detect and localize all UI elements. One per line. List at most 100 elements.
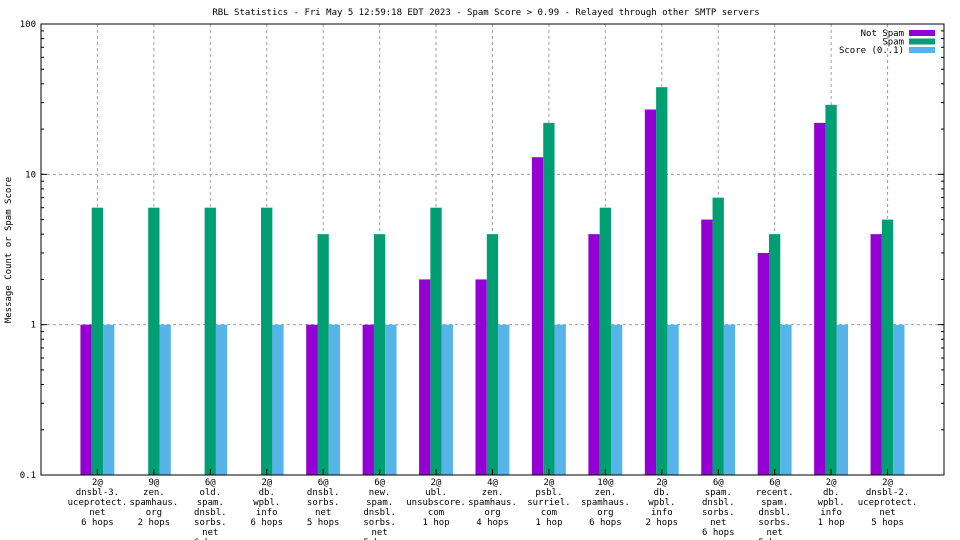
x-tick-label-line: net: [202, 528, 218, 538]
bar-spam-11: [712, 197, 724, 476]
x-tick-label-line: 2@: [826, 478, 837, 488]
bar-score-0-1-14: [893, 324, 905, 475]
bar-not-spam-5: [362, 324, 374, 475]
legend-swatch: [909, 30, 935, 36]
bar-score-0-1-8: [554, 324, 566, 475]
bar-not-spam-8: [531, 157, 544, 475]
legend-swatch: [909, 38, 935, 45]
x-tick-label-line: spam.: [197, 498, 224, 508]
x-tick-label: 6@ spam. dnsbl. sorbs. net 6 hops: [702, 478, 735, 538]
x-tick-label-line: 2 hops: [646, 518, 679, 528]
x-tick-label-line: 2@: [261, 478, 272, 488]
bar-score-0-1-0: [103, 324, 115, 475]
bar-not-spam-9: [588, 234, 600, 475]
legend-label: Spam: [882, 38, 904, 48]
bar-not-spam-4: [306, 324, 318, 475]
x-tick-label-line: info: [820, 508, 842, 518]
x-tick-label-line: 6 hops: [81, 518, 114, 528]
x-tick-label-line: dnsbl.: [758, 508, 791, 518]
x-tick-label-line: 10@: [597, 478, 614, 488]
bar-score-0-1-12: [780, 324, 792, 475]
x-tick-label-line: info: [651, 508, 673, 518]
x-tick-label-line: db.: [259, 488, 275, 498]
x-tick-label-line: sorbs.: [363, 518, 396, 528]
x-tick-label-line: org: [146, 508, 162, 518]
bars: [80, 87, 905, 476]
bar-score-0-1-1: [159, 324, 171, 475]
x-tick-label-line: net: [371, 528, 387, 538]
x-tick-label-line: spamhaus.: [468, 498, 517, 508]
x-tick-label-line: zen.: [595, 488, 617, 498]
bar-spam-2: [204, 207, 216, 475]
bar-not-spam-6: [419, 279, 431, 475]
x-tick-label-line: 5 hops: [363, 538, 396, 540]
y-tick-label: 0.1: [20, 471, 36, 481]
x-tick-label-line: org: [597, 508, 613, 518]
x-tick-label-line: ubl.: [425, 488, 447, 498]
bar-score-0-1-2: [215, 324, 228, 475]
x-tick-label-line: dnsbl.: [363, 508, 396, 518]
x-tick-label-line: info: [256, 508, 278, 518]
x-tick-label-line: 2@: [882, 478, 893, 488]
x-tick-label-line: psbl.: [535, 488, 562, 498]
x-tick-label: 2@ db. wpbl. info 2 hops: [646, 478, 679, 528]
x-tick-label-line: 6@: [713, 478, 724, 488]
x-tick-label-line: 1 hop: [423, 518, 450, 528]
x-tick-label-line: 6 hops: [194, 538, 227, 540]
legend-label: Not Spam: [861, 29, 904, 39]
x-tick-label-line: 2 hops: [138, 518, 171, 528]
bar-spam-8: [543, 122, 555, 476]
x-tick-label-line: 2@: [92, 478, 103, 488]
bar-not-spam-11: [701, 219, 713, 475]
x-tick-label-line: 5 hops: [871, 518, 904, 528]
bar-spam-4: [317, 234, 329, 475]
bar-not-spam-7: [475, 279, 487, 475]
x-tick-label-line: sorbs.: [307, 498, 340, 508]
x-tick-label-line: spam.: [705, 488, 732, 498]
bar-score-0-1-7: [498, 324, 510, 475]
x-tick-label-line: 6 hops: [702, 528, 735, 538]
x-tick-label-line: dnsbl.: [194, 508, 227, 518]
bar-score-0-1-6: [441, 324, 453, 475]
x-tick-label-line: sorbs.: [758, 518, 791, 528]
x-tick-label-line: 6@: [205, 478, 216, 488]
x-tick-label-line: uceprotect.: [858, 498, 918, 508]
x-tick-label-line: 6@: [318, 478, 329, 488]
x-tick-label-line: new.: [369, 488, 391, 498]
x-tick-label-line: 4@: [487, 478, 498, 488]
x-tick-label-line: wpbl.: [818, 498, 845, 508]
x-tick-label-line: uceprotect.: [68, 498, 128, 508]
x-tick-label-line: wpbl.: [648, 498, 675, 508]
bar-spam-12: [768, 234, 781, 475]
x-tick-label-line: 2@: [544, 478, 555, 488]
y-tick-label: 100: [20, 20, 36, 30]
x-tick-label-line: 6 hops: [589, 518, 622, 528]
legend-swatch: [909, 47, 935, 53]
x-tick-label-line: wpbl.: [253, 498, 280, 508]
x-tick-label-line: 6 hops: [250, 518, 283, 528]
x-tick-label: 9@ zen. spamhaus. org 2 hops: [129, 478, 178, 528]
bar-spam-9: [599, 207, 611, 475]
x-tick-label-line: spam.: [366, 498, 393, 508]
bar-spam-5: [373, 234, 386, 475]
x-tick-label-line: recent.: [756, 488, 794, 498]
x-tick-label: 2@ db. wpbl. info 1 hop: [818, 478, 845, 528]
bar-spam-10: [656, 87, 668, 475]
y-axis-label: Message Count or Spam Score: [4, 177, 14, 323]
x-tick-label-line: zen.: [482, 488, 504, 498]
x-tick-label-line: net: [315, 508, 331, 518]
x-tick-label-line: net: [767, 528, 783, 538]
x-tick-label-line: surriel.: [527, 498, 570, 508]
legend-label: Score (0..1): [839, 46, 904, 56]
x-tick-label-line: 1 hop: [818, 518, 845, 528]
bar-not-spam-13: [814, 122, 826, 476]
bar-score-0-1-11: [723, 324, 736, 475]
bar-score-0-1-10: [667, 324, 679, 475]
x-tick-label: 2@ dnsbl-2. uceprotect. net 5 hops: [858, 478, 918, 528]
x-tick-label: 2@ ubl. unsubscore. com 1 hop: [406, 478, 466, 528]
x-tick-label-line: dnsbl-2.: [866, 488, 909, 498]
